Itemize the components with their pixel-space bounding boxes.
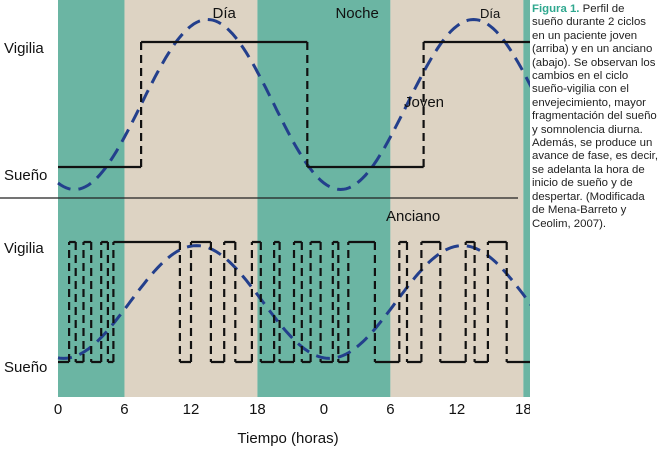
- panel-joven: [57, 17, 530, 192]
- circadian-curve-anciano: [57, 244, 530, 360]
- x-axis-title: Tiempo (horas): [237, 430, 338, 447]
- x-tick-label-3: 18: [249, 401, 266, 418]
- y-label-sueno-joven: Sueño: [4, 167, 47, 184]
- y-label-vigilia-anciano: Vigilia: [4, 240, 44, 257]
- sleep-wake-trace-anciano: [58, 240, 530, 364]
- band-label-dia-2: Día: [480, 6, 501, 21]
- x-tick-label-2: 12: [183, 401, 200, 418]
- band-night-4: [523, 0, 530, 397]
- band-label-noche: Noche: [335, 5, 378, 22]
- panel-label-anciano: Anciano: [386, 208, 440, 225]
- sleep-wake-plot: Día Noche Día Vigilia Sueño Vigilia Sueñ…: [0, 0, 530, 447]
- x-tick-label-7: 18: [515, 401, 530, 418]
- x-axis-ticks: 0 6 12 18 0 6 12 18: [54, 401, 530, 418]
- caption-text: Perfil de sueño durante 2 ciclos en un p…: [532, 3, 659, 230]
- y-label-sueno-anciano: Sueño: [4, 359, 47, 376]
- band-label-dia-1: Día: [213, 5, 237, 22]
- x-tick-label-1: 6: [120, 401, 128, 418]
- circadian-curve-joven: [57, 17, 530, 192]
- figure-caption: Figura 1. Perfil de sueño durante 2 cicl…: [532, 3, 658, 231]
- x-tick-label-0: 0: [54, 401, 62, 418]
- x-tick-label-4: 0: [320, 401, 328, 418]
- caption-title: Figura 1.: [532, 3, 580, 15]
- x-tick-label-5: 6: [386, 401, 394, 418]
- panel-label-joven: Joven: [404, 94, 444, 111]
- sleep-wake-transitions-anciano: [68, 242, 508, 362]
- x-tick-label-6: 12: [449, 401, 466, 418]
- y-label-vigilia-joven: Vigilia: [4, 40, 44, 57]
- sleep-wake-trace-joven: [58, 40, 530, 169]
- panel-anciano: [57, 240, 530, 364]
